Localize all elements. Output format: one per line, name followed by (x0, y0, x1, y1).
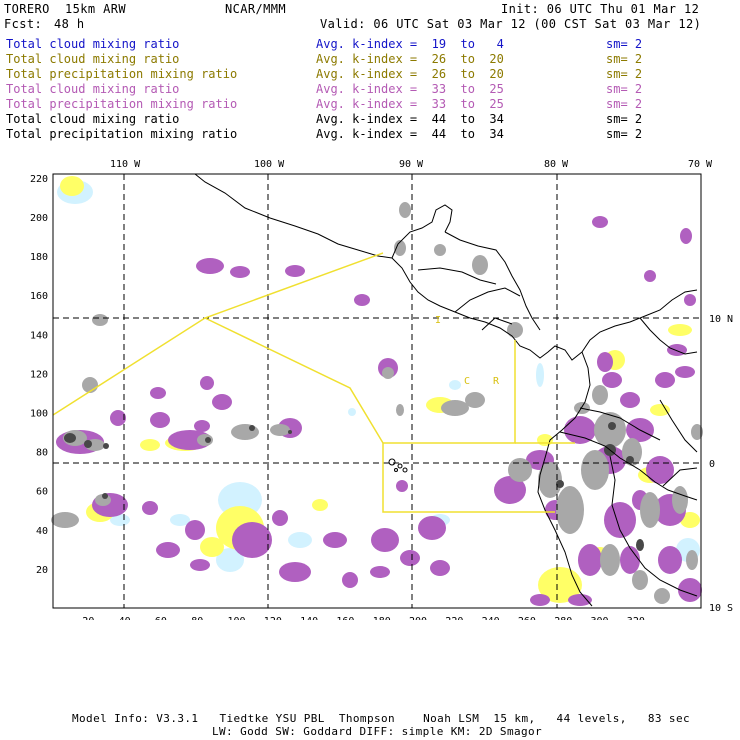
y-tick-label: 80 (36, 448, 48, 459)
x-tick-labels: 20 40 60 80 100 120 140 160 180 200 220 240 260 280 30… (82, 616, 645, 620)
x-tick-label: 240 (482, 616, 500, 620)
x-tick-label: 140 (300, 616, 318, 620)
x-tick-label: 20 (82, 616, 94, 620)
x-tick-label: 120 (264, 616, 282, 620)
map-label-c: C (464, 376, 470, 387)
galapagos-islands (388, 458, 408, 473)
x-tick-label: 220 (445, 616, 463, 620)
y-tick-labels: 20 40 60 80 100 120 140 160 180 200 220 (30, 174, 48, 576)
legend-smoothing: sm= 2 (606, 97, 643, 111)
forecast-hour: 48 h (54, 17, 85, 31)
legend-smoothing: sm= 2 (606, 82, 643, 96)
legend-row: Total precipitation mixing ratio Avg. k-… (6, 127, 726, 142)
legend-field: Total cloud mixing ratio (6, 52, 180, 66)
coastlines (194, 173, 698, 607)
lat-lon-grid (53, 174, 701, 608)
x-tick-label: 100 (228, 616, 246, 620)
x-tick-label: 300 (591, 616, 609, 620)
legend-field: Total precipitation mixing ratio (6, 67, 238, 81)
lat-label: 10 N (709, 314, 733, 325)
y-tick-label: 140 (30, 330, 48, 341)
map-label-r: R (493, 376, 500, 387)
valid-time: Valid: 06 UTC Sat 03 Mar 12 (00 CST Sat … (320, 17, 702, 31)
legend-smoothing: sm= 2 (606, 37, 643, 51)
legend-smoothing: sm= 2 (606, 52, 643, 66)
legend-row: Total cloud mixing ratio Avg. k-index = … (6, 112, 726, 127)
legend-smoothing: sm= 2 (606, 67, 643, 81)
y-tick-label: 20 (36, 565, 48, 576)
legend-row: Total cloud mixing ratio Avg. k-index = … (6, 82, 726, 97)
legend-smoothing: sm= 2 (606, 127, 643, 141)
x-tick-label: 40 (119, 616, 131, 620)
legend-field: Total cloud mixing ratio (6, 37, 180, 51)
lon-label: 70 W (688, 159, 713, 170)
forecast-label: Fcst: (4, 17, 43, 31)
map-frame (52, 173, 702, 609)
legend-field: Total cloud mixing ratio (6, 82, 180, 96)
legend-kindex: Avg. k-index = 33 to 25 (316, 82, 504, 96)
lon-label: 90 W (399, 159, 424, 170)
lon-label: 100 W (254, 159, 285, 170)
model-physics: LW: Godd SW: Goddard DIFF: simple KM: 2D… (212, 725, 543, 738)
x-tick-label: 260 (518, 616, 536, 620)
lon-label: 80 W (544, 159, 569, 170)
lat-label: 0 (709, 459, 715, 470)
y-tick-label: 40 (36, 526, 48, 537)
legend-kindex: Avg. k-index = 44 to 34 (316, 127, 504, 141)
y-tick-label: 220 (30, 174, 48, 185)
legend-smoothing: sm= 2 (606, 112, 643, 126)
y-tick-label: 160 (30, 291, 48, 302)
init-time: Init: 06 UTC Thu 01 Mar 12 (501, 2, 700, 16)
legend-field: Total precipitation mixing ratio (6, 127, 238, 141)
lat-label: 10 S (709, 603, 733, 614)
legend-kindex: Avg. k-index = 26 to 20 (316, 67, 504, 81)
y-tick-label: 100 (30, 409, 48, 420)
map-label-i: I (435, 315, 441, 326)
legend-kindex: Avg. k-index = 26 to 20 (316, 52, 504, 66)
x-tick-label: 280 (554, 616, 572, 620)
organization: NCAR/MMM (225, 2, 286, 16)
legend-kindex: Avg. k-index = 33 to 25 (316, 97, 504, 111)
x-tick-label: 200 (409, 616, 427, 620)
x-tick-label: 80 (191, 616, 203, 620)
forecast-map: 110 W 100 W 90 W 80 W 70 W 10 N 0 10 S 2… (30, 159, 733, 620)
lon-label: 110 W (110, 159, 141, 170)
legend-kindex: Avg. k-index = 19 to 4 (316, 37, 504, 51)
legend-row: Total precipitation mixing ratio Avg. k-… (6, 97, 726, 112)
y-tick-label: 60 (36, 487, 48, 498)
model-info: Model Info: V3.3.1 Tiedtke YSU PBL Thomp… (72, 712, 690, 725)
legend-field: Total cloud mixing ratio (6, 112, 180, 126)
legend-kindex: Avg. k-index = 44 to 34 (316, 112, 504, 126)
model-name: TORERO 15km ARW (4, 2, 126, 16)
x-tick-label: 320 (627, 616, 645, 620)
x-tick-label: 160 (336, 616, 354, 620)
y-tick-label: 200 (30, 213, 48, 224)
x-tick-label: 60 (155, 616, 167, 620)
legend-row: Total cloud mixing ratio Avg. k-index = … (6, 52, 726, 67)
region-boundaries (52, 252, 575, 513)
x-tick-label: 180 (373, 616, 391, 620)
legend-field: Total precipitation mixing ratio (6, 97, 238, 111)
y-tick-label: 180 (30, 252, 48, 263)
legend-row: Total precipitation mixing ratio Avg. k-… (6, 67, 726, 82)
y-tick-label: 120 (30, 369, 48, 380)
legend-row: Total cloud mixing ratio Avg. k-index = … (6, 37, 726, 52)
